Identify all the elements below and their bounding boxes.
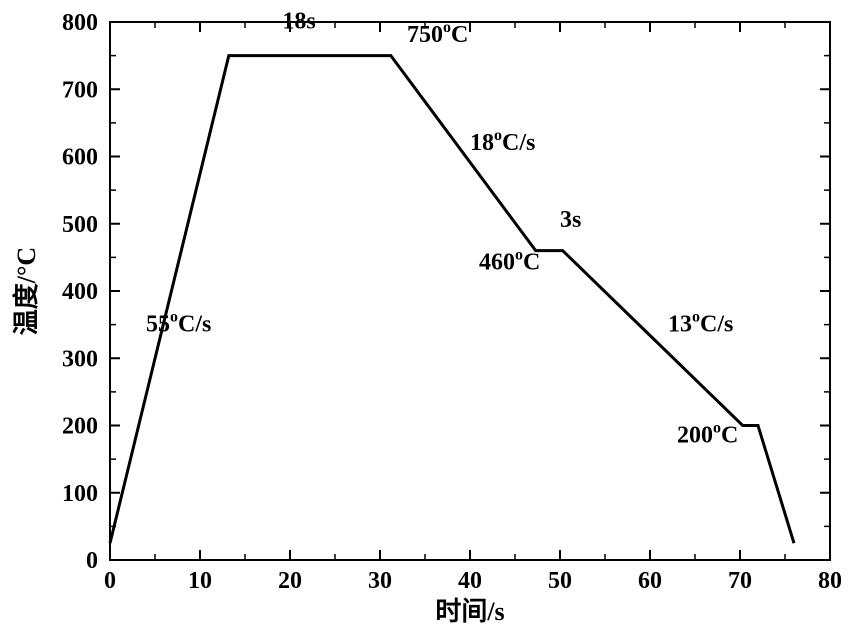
x-tick-label: 60 xyxy=(638,568,662,594)
y-tick-label: 500 xyxy=(62,212,98,238)
annotation-temp3: 200oC xyxy=(677,419,738,448)
y-tick-label: 400 xyxy=(62,279,98,305)
chart-svg: 0102030405060708001002003004005006007008… xyxy=(0,0,864,640)
x-axis-label: 时间/s xyxy=(435,597,504,626)
annotation-hold2: 3s xyxy=(560,207,581,233)
x-tick-label: 20 xyxy=(278,568,302,594)
y-tick-label: 100 xyxy=(62,481,98,507)
annotation-rate2: 18oC/s xyxy=(470,127,535,156)
x-tick-label: 50 xyxy=(548,568,572,594)
x-tick-label: 70 xyxy=(728,568,752,594)
annotation-rate1: 55oC/s xyxy=(146,308,211,337)
y-tick-label: 600 xyxy=(62,145,98,171)
y-axis-label: 温度/°C xyxy=(11,247,41,335)
annotation-temp2: 460oC xyxy=(479,246,540,275)
y-tick-label: 0 xyxy=(86,548,98,574)
annotation-rate3: 13oC/s xyxy=(668,308,733,337)
x-tick-label: 80 xyxy=(818,568,842,594)
y-tick-label: 300 xyxy=(62,346,98,372)
temperature-profile-line xyxy=(110,56,794,544)
x-tick-label: 40 xyxy=(458,568,482,594)
x-tick-label: 30 xyxy=(368,568,392,594)
y-tick-label: 800 xyxy=(62,10,98,36)
y-tick-label: 700 xyxy=(62,77,98,103)
y-tick-label: 200 xyxy=(62,414,98,440)
x-tick-label: 0 xyxy=(104,568,116,594)
thermal-profile-chart: 0102030405060708001002003004005006007008… xyxy=(0,0,864,640)
annotation-temp1: 750oC xyxy=(407,19,468,48)
x-tick-label: 10 xyxy=(188,568,212,594)
annotation-hold1: 18s xyxy=(282,9,315,35)
